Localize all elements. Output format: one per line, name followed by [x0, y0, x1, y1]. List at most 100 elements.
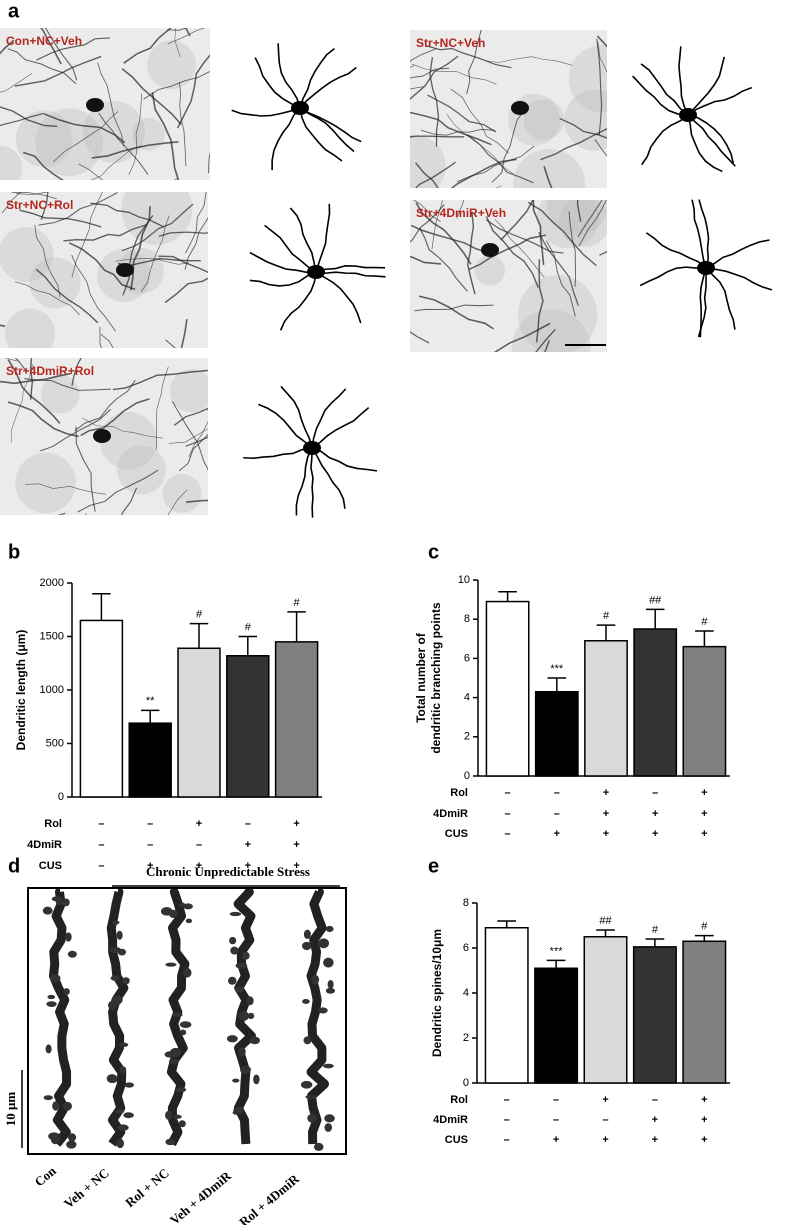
fiber	[538, 231, 579, 306]
spine	[55, 899, 64, 906]
spine	[307, 1113, 317, 1123]
soma	[511, 101, 529, 115]
fiber	[185, 436, 208, 447]
tracing-branch	[315, 271, 386, 278]
spine	[43, 1095, 53, 1101]
stress-title: Chronic Unpredictable Stress	[146, 864, 310, 879]
fiber	[90, 145, 142, 180]
y-tick-label: 500	[46, 737, 64, 749]
spine	[182, 967, 192, 978]
blur	[511, 309, 591, 352]
y-tick-label: 0	[58, 791, 64, 803]
panel-letter: d	[8, 855, 20, 877]
treatment-mark: –	[147, 818, 153, 830]
treatment-mark: +	[245, 860, 251, 872]
treatment-mark: –	[652, 1094, 658, 1106]
blur	[162, 473, 202, 513]
fiber	[596, 38, 603, 136]
spine	[185, 918, 193, 924]
fiber	[29, 358, 33, 400]
y-tick-label: 8	[464, 613, 470, 625]
fiber	[413, 200, 441, 222]
micrograph	[410, 30, 607, 188]
tracing-branch	[299, 107, 343, 162]
spine	[117, 1124, 129, 1131]
spine	[117, 948, 127, 956]
fiber	[14, 358, 27, 372]
treatment-mark: +	[245, 839, 251, 851]
fiber	[140, 215, 170, 293]
fiber	[19, 209, 102, 228]
y-tick-label: 6	[463, 942, 469, 954]
treatment-mark: +	[603, 787, 609, 799]
significance: #	[701, 616, 708, 628]
treatment-mark: +	[553, 1134, 559, 1146]
treatment-mark: –	[554, 808, 560, 820]
fiber	[71, 358, 82, 386]
blur	[29, 257, 81, 309]
spine	[241, 951, 250, 960]
bar	[682, 645, 727, 777]
fiber	[97, 62, 124, 147]
spine	[62, 898, 70, 907]
spine	[180, 1029, 187, 1036]
y-tick-label: 1000	[40, 684, 64, 696]
spine	[52, 1101, 60, 1111]
tracing-branch	[311, 388, 347, 449]
spine	[116, 1138, 125, 1149]
bar	[484, 927, 529, 1084]
fiber	[100, 334, 114, 348]
fiber	[410, 224, 489, 254]
micrograph-label: Str+4DmiR+Rol	[6, 364, 94, 378]
spine	[246, 996, 254, 1006]
fiber	[576, 200, 582, 222]
spine	[249, 1036, 261, 1045]
spine	[234, 986, 245, 993]
blur	[121, 192, 193, 245]
treatment-mark: +	[652, 1134, 658, 1146]
fiber	[456, 145, 535, 183]
treatment-mark: +	[701, 808, 707, 820]
tracing-branch	[632, 75, 689, 116]
spine	[232, 1078, 240, 1083]
fiber	[121, 487, 138, 515]
y-axis-label: Dendritic length (μm)	[14, 630, 28, 751]
treatment-mark: –	[553, 1114, 559, 1126]
spine	[63, 988, 70, 996]
fiber	[468, 234, 546, 271]
panel-letter: e	[428, 855, 439, 877]
blur	[117, 445, 166, 495]
fiber	[577, 200, 603, 238]
tracing-branch	[311, 447, 378, 472]
fiber	[568, 211, 577, 287]
fiber	[410, 55, 459, 101]
spine	[165, 1138, 176, 1146]
fiber	[527, 201, 597, 267]
fiber	[14, 281, 80, 316]
fiber	[535, 259, 544, 343]
fiber	[80, 398, 150, 437]
fiber	[15, 192, 50, 196]
tracing-branch	[299, 47, 335, 109]
fiber	[35, 268, 99, 324]
spine	[253, 1074, 260, 1085]
tracing-branch	[264, 224, 317, 273]
spine	[240, 1065, 251, 1074]
blur	[15, 452, 76, 514]
tracing-branch	[678, 46, 689, 116]
fiber	[68, 242, 136, 290]
fiber	[410, 135, 465, 138]
fiber	[185, 499, 208, 503]
fiber	[418, 295, 494, 330]
y-tick-label: 6	[464, 652, 470, 664]
tracing-branch	[639, 266, 707, 287]
fiber	[174, 28, 181, 58]
fiber	[40, 192, 49, 221]
treatment-mark: +	[196, 860, 202, 872]
spine	[302, 941, 312, 951]
spine	[165, 1110, 173, 1120]
fiber	[410, 111, 492, 146]
y-tick-label: 2000	[40, 577, 64, 589]
bar	[79, 619, 124, 798]
spine	[106, 1074, 118, 1084]
